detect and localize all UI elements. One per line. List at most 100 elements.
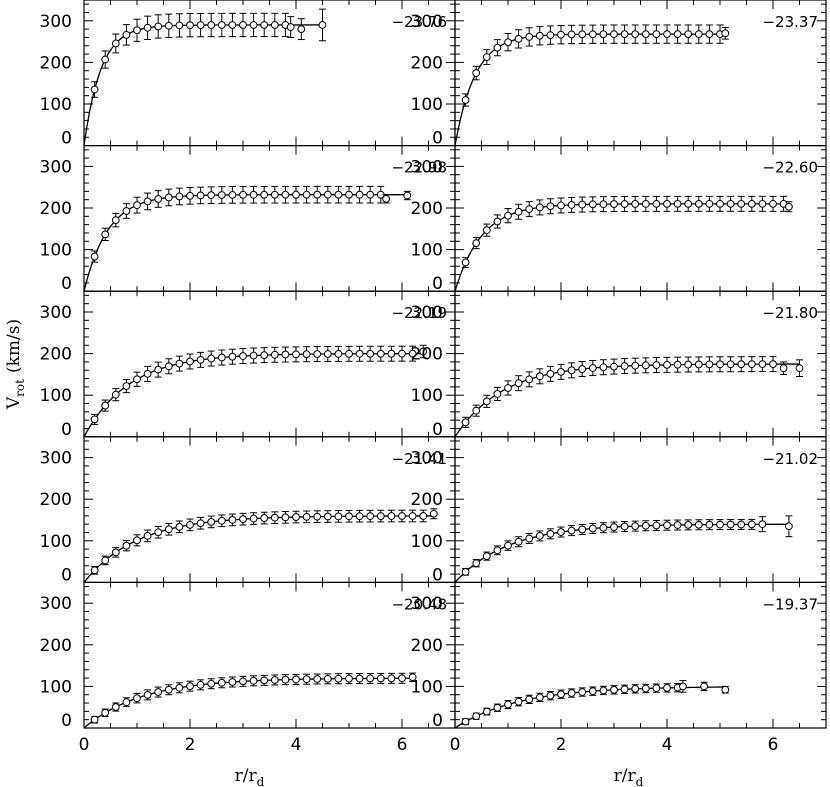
data-point [186, 682, 194, 691]
data-point [504, 384, 512, 392]
data-point [355, 512, 364, 521]
data-point [620, 200, 629, 208]
data-point [175, 683, 184, 692]
panel-magnitude-label: −22.19 [391, 304, 447, 322]
data-point [663, 199, 671, 208]
data-point [313, 190, 322, 199]
data-point [196, 191, 205, 200]
data-point [514, 379, 523, 388]
data-point [769, 360, 777, 368]
data-point [482, 397, 491, 406]
panel-9: 0 100 200 300 0 2 4 6 −20.48 [40, 581, 456, 755]
data-point [663, 683, 671, 692]
data-point [663, 360, 671, 369]
data-point [525, 205, 534, 214]
data-point [652, 361, 661, 369]
data-point [737, 199, 746, 208]
data-point [239, 21, 247, 29]
data-point [355, 674, 364, 683]
data-point [652, 30, 661, 39]
data-point [785, 522, 793, 531]
data-point [546, 369, 555, 378]
data-point [641, 200, 650, 208]
data-point [578, 525, 587, 534]
data-point [228, 515, 237, 524]
data-point [403, 191, 412, 200]
y-tick-label: 200 [40, 199, 72, 219]
data-point [366, 190, 375, 199]
data-point [758, 199, 767, 208]
data-point [345, 190, 353, 199]
data-point [726, 520, 735, 529]
data-point [472, 69, 481, 77]
y-tick-label: 100 [411, 386, 443, 406]
y-tick-label: 100 [40, 386, 72, 406]
data-point [694, 360, 703, 369]
data-point [249, 190, 258, 199]
y-tick-label: 300 [411, 12, 443, 32]
data-point [631, 684, 640, 693]
data-point [133, 26, 141, 35]
y-tick-label: 100 [411, 241, 443, 261]
data-point [514, 207, 523, 216]
y-tick-label: 100 [411, 677, 443, 697]
y-tick-label: 0 [432, 565, 443, 585]
data-point [90, 566, 99, 575]
data-point [366, 674, 375, 683]
y-tick-label: 100 [411, 95, 443, 115]
data-point [154, 195, 163, 203]
panel-magnitude-label: −21.41 [391, 450, 447, 468]
data-point [355, 349, 364, 358]
panel-8: 0 100 200 300 −21.02 [411, 436, 827, 585]
data-point [679, 682, 687, 691]
data-point [567, 526, 576, 535]
data-point [408, 512, 417, 520]
data-point [239, 352, 247, 360]
data-point [111, 703, 120, 711]
model-curve [454, 363, 800, 438]
data-point [196, 680, 205, 689]
y-tick-label: 200 [411, 53, 443, 73]
data-point [154, 365, 163, 374]
data-point [482, 53, 491, 61]
panel-magnitude-label: −22.60 [762, 159, 818, 177]
y-tick-label: 300 [40, 594, 72, 614]
data-point [599, 686, 608, 695]
data-point [249, 676, 258, 685]
data-point [472, 406, 481, 415]
data-point [122, 207, 131, 215]
data-point [493, 43, 502, 52]
data-point [535, 693, 544, 702]
data-point [472, 239, 481, 247]
data-point [726, 199, 735, 208]
data-point [663, 30, 671, 39]
data-point [398, 674, 406, 683]
data-point [631, 200, 640, 208]
data-point [620, 30, 629, 39]
y-tick-label: 100 [411, 532, 443, 552]
data-point [196, 21, 205, 29]
y-tick-label: 0 [61, 129, 72, 149]
data-point [535, 532, 544, 540]
data-point [207, 354, 216, 363]
data-point [567, 30, 576, 39]
y-tick-label: 300 [411, 303, 443, 323]
data-point [758, 360, 767, 369]
data-point [376, 674, 385, 683]
data-point [334, 190, 343, 199]
y-tick-label: 0 [61, 274, 72, 294]
data-point [228, 21, 237, 29]
data-point [292, 513, 300, 521]
data-point [641, 521, 650, 530]
data-point [631, 30, 640, 39]
data-point [588, 687, 597, 696]
data-point [101, 556, 110, 565]
panel-magnitude-label: −23.76 [391, 13, 447, 31]
data-point [525, 695, 534, 704]
data-point [196, 519, 205, 528]
y-tick-label: 200 [40, 490, 72, 510]
panel-1: 0 100 200 300 −23.76 [40, 0, 456, 149]
data-point [557, 30, 565, 39]
data-point [588, 364, 597, 372]
